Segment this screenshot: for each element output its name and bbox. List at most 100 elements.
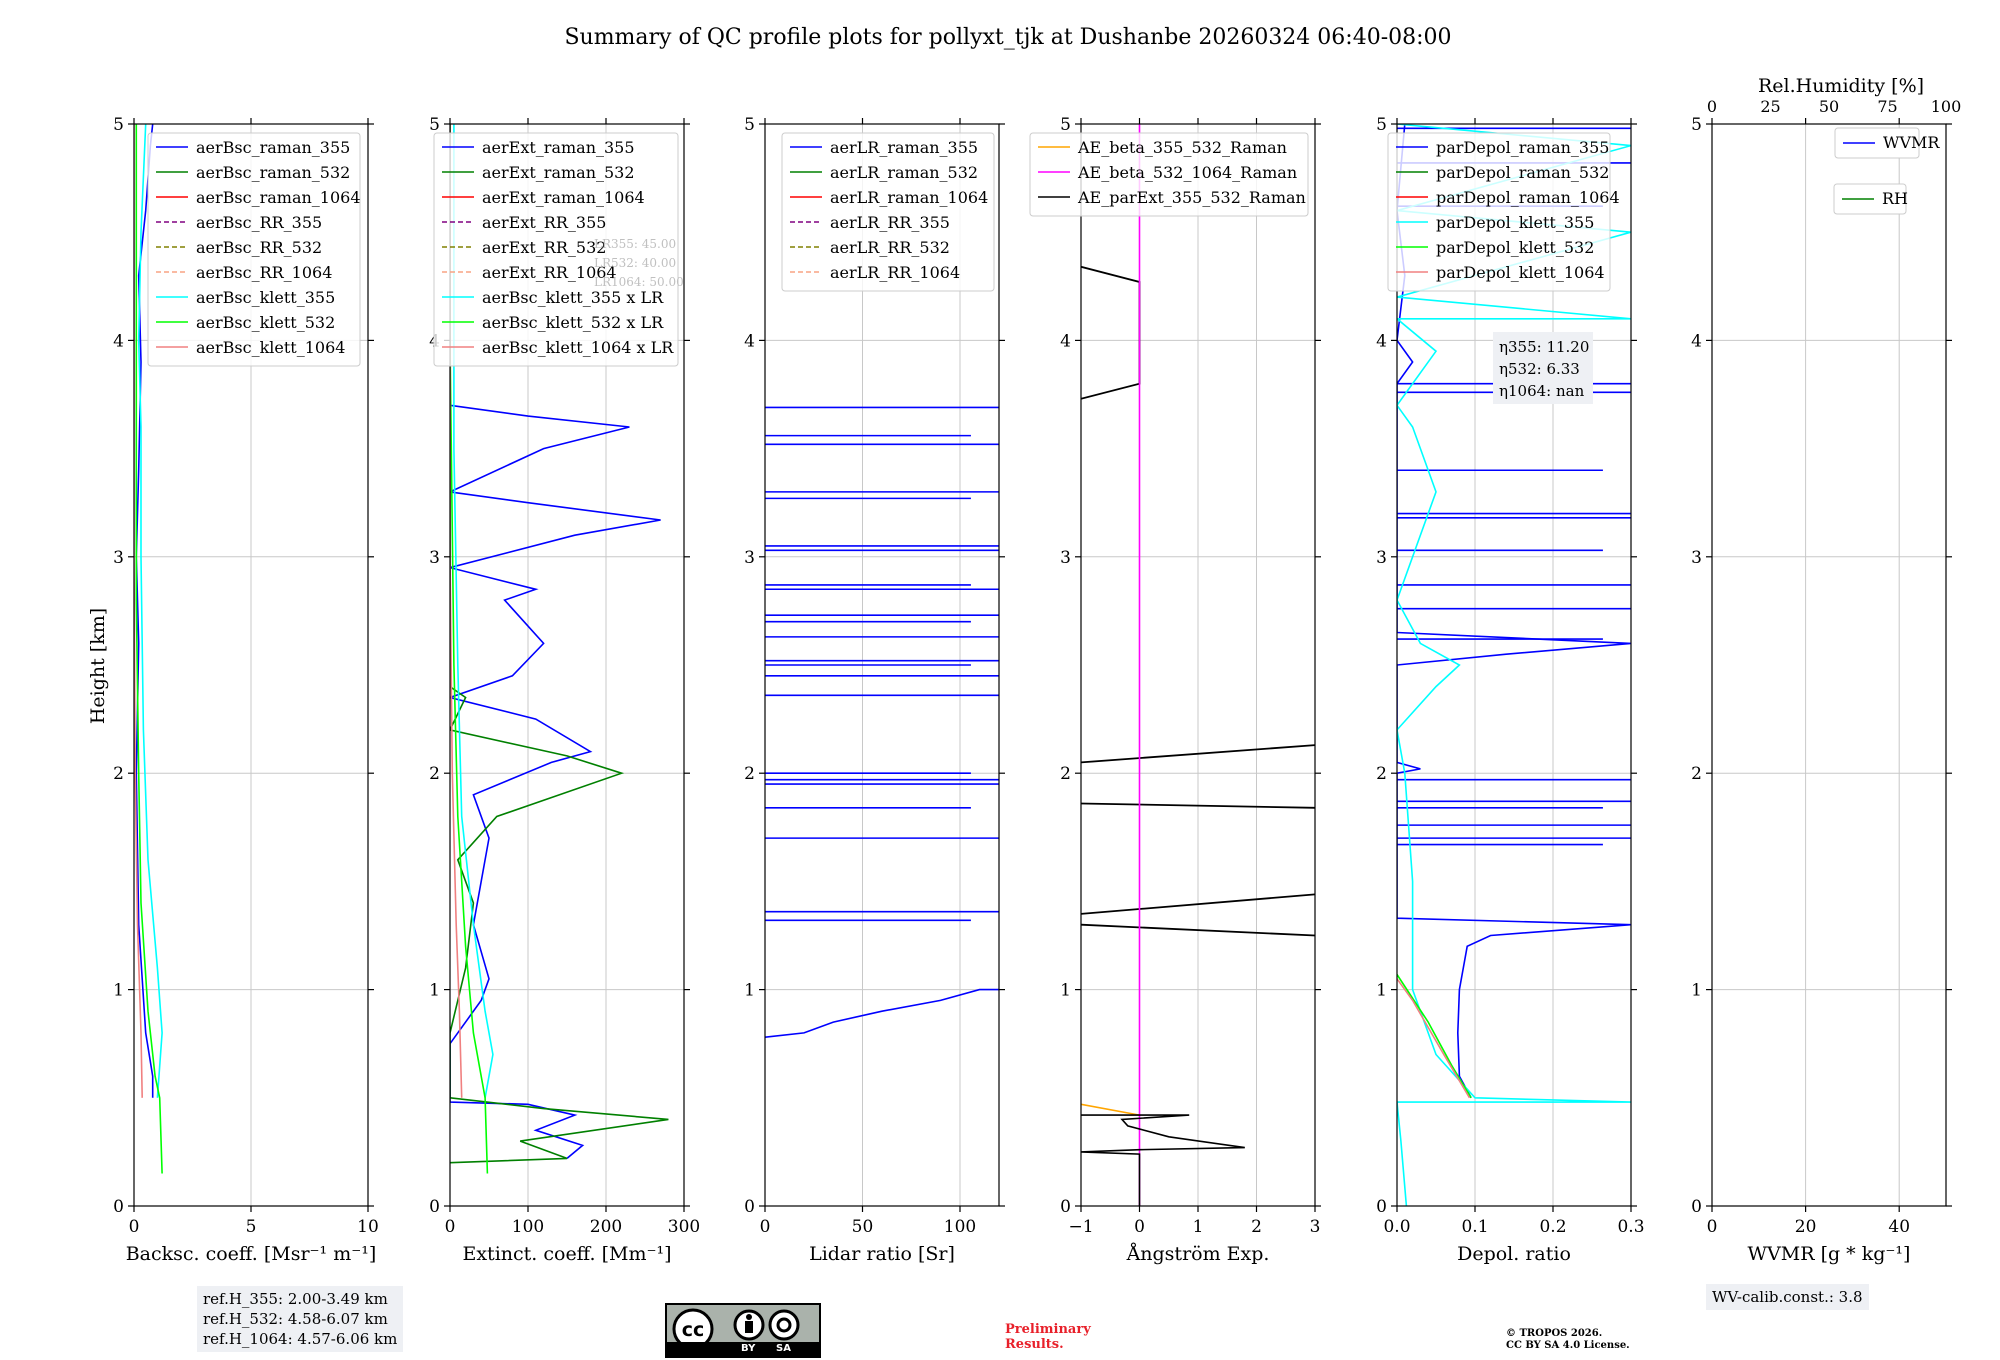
- y-tick-label: 1: [429, 981, 440, 1001]
- y-tick-label: 4: [1691, 331, 1702, 351]
- legend-entry-aerlr-rr-1064: aerLR_RR_1064: [830, 263, 960, 282]
- y-tick-label: 1: [1060, 981, 1071, 1001]
- by-person-body-icon: [745, 1321, 753, 1333]
- x-tick-label: 0: [445, 1217, 456, 1237]
- cc-sa-label: SA: [776, 1343, 791, 1354]
- y-tick-label: 2: [744, 764, 755, 784]
- x-axis-label: WVMR [g * kg⁻¹]: [1748, 1243, 1911, 1265]
- legend-entry-aerbsc-klett-532xlr: aerBsc_klett_532 x LR: [482, 313, 664, 332]
- y-tick-label: 5: [429, 115, 440, 135]
- legend-entry-pardepol-raman-532: parDepol_raman_532: [1436, 163, 1609, 182]
- legend-entry-aerlr-raman-532: aerLR_raman_532: [830, 163, 978, 182]
- legend-entry-ae-parext-355-532-raman: AE_parExt_355_532_Raman: [1077, 188, 1306, 207]
- legend-box: [781, 132, 995, 292]
- y-tick-label: 0: [744, 1197, 755, 1217]
- ref-height-box: ref.H_355: 2.00-3.49 km ref.H_532: 4.58-…: [197, 1286, 404, 1352]
- x-tick-label: 1: [1193, 1217, 1204, 1237]
- y-axis-label: Height [km]: [87, 608, 109, 724]
- preliminary-note: Preliminary Results.: [1005, 1322, 1091, 1352]
- copyright-line-1: © TROPOS 2026.: [1506, 1328, 1603, 1339]
- legend-entry-aerbsc-klett-355: aerBsc_klett_355: [196, 288, 335, 307]
- x-tick-label: 2: [1251, 1217, 1262, 1237]
- axes-frame: [1711, 123, 1947, 1207]
- x-tick-label: 0: [760, 1217, 771, 1237]
- cc-by-sa-badge: cc BY SA: [665, 1303, 821, 1358]
- legend-entry-aerlr-raman-1064: aerLR_raman_1064: [830, 188, 988, 207]
- cc-by-label: BY: [741, 1343, 756, 1354]
- legend-entry-ae-beta-532-1064-raman: AE_beta_532_1064_Raman: [1077, 163, 1297, 182]
- x-tick-label: 100: [944, 1217, 976, 1237]
- x-tick-label: 300: [668, 1217, 700, 1237]
- legend: AE_beta_355_532_Raman AE_beta_532_1064_Ra…: [1029, 132, 1309, 217]
- legend-entry-aerbsc-klett-355xlr: aerBsc_klett_355 x LR: [482, 288, 664, 307]
- legend-box: [147, 132, 361, 367]
- y-tick-label: 0: [429, 1197, 440, 1217]
- legend-entry-aerbsc-klett-532: aerBsc_klett_532: [196, 313, 335, 332]
- y-tick-label: 1: [1376, 981, 1387, 1001]
- y-tick-label: 5: [1376, 115, 1387, 135]
- y-tick-label: 3: [1691, 548, 1702, 568]
- top-x-tick-label: 0: [1707, 97, 1717, 116]
- y-tick-label: 4: [113, 331, 124, 351]
- x-tick-label: 0: [1707, 1217, 1718, 1237]
- eta-note-box: [1493, 332, 1593, 404]
- y-tick-label: 1: [744, 981, 755, 1001]
- y-tick-label: 5: [1691, 115, 1702, 135]
- y-tick-label: 3: [113, 548, 124, 568]
- y-tick-label: 0: [1691, 1197, 1702, 1217]
- series-line-aerbsc-klett-532: [135, 124, 163, 1174]
- legend-entry-aerbsc-klett-1064: aerBsc_klett_1064: [196, 338, 345, 357]
- legend-entry-aerlr-rr-532: aerLR_RR_532: [830, 238, 950, 257]
- x-axis-label: Ångström Exp.: [1126, 1243, 1270, 1265]
- figure-title: Summary of QC profile plots for pollyxt_…: [564, 25, 1451, 50]
- x-tick-label: 200: [590, 1217, 622, 1237]
- x-tick-label: 40: [1888, 1217, 1910, 1237]
- cc-circle-icon: [672, 1308, 714, 1345]
- y-tick-label: 2: [1060, 764, 1071, 784]
- wv-calib-text: WV-calib.const.: 3.8: [1712, 1288, 1863, 1306]
- x-tick-label: 10: [357, 1217, 379, 1237]
- y-tick-label: 2: [429, 764, 440, 784]
- y-tick-label: 4: [1060, 331, 1071, 351]
- x-axis-label: Depol. ratio: [1457, 1243, 1571, 1265]
- legend-entry-aerbsc-klett-1064xlr: aerBsc_klett_1064 x LR: [482, 338, 674, 357]
- y-tick-label: 3: [429, 548, 440, 568]
- copyright-note: © TROPOS 2026. CC BY SA 4.0 License.: [1506, 1328, 1630, 1352]
- subplot-5: 0.0 0.1 0.2 0.3 0 1 2 3 4 5 Depol. ratio parDepol_r…: [1376, 115, 1644, 1265]
- legend: aerBsc_raman_355 aerBsc_raman_532 aerBsc_r…: [147, 132, 361, 367]
- series-line-aerbsc-klett-355 x lr: [453, 124, 494, 1098]
- x-tick-label: 20: [1795, 1217, 1817, 1237]
- sa-circle-icon: [768, 1309, 800, 1341]
- subplot-2: 0100200300012345Extinct. coeff. [Mm⁻¹]ae…: [429, 115, 700, 1265]
- legend-entry-pardepol-raman-1064: parDepol_raman_1064: [1436, 188, 1620, 207]
- legend-entry-aerext-raman-532: aerExt_raman_532: [482, 163, 635, 182]
- top-x-tick-label: 75: [1877, 97, 1897, 116]
- series-line-aerbsc-klett-1064 x lr: [450, 124, 463, 1098]
- x-tick-label: 0.0: [1383, 1217, 1410, 1237]
- series-line-ae-beta-355-532-raman: [1081, 1103, 1140, 1116]
- legend-box: [1834, 127, 1920, 159]
- plot-area: [134, 124, 163, 1174]
- y-tick-label: 3: [1060, 548, 1071, 568]
- legend-entry-pardepol-raman-355: parDepol_raman_355: [1436, 138, 1609, 157]
- x-tick-label: −1: [1068, 1217, 1093, 1237]
- y-tick-label: 1: [113, 981, 124, 1001]
- x-axis-label: Extinct. coeff. [Mm⁻¹]: [462, 1243, 671, 1265]
- legend: aerLR_raman_355 aerLR_raman_532 aerLR_rama…: [781, 132, 995, 292]
- legend-entry-pardepol-klett-1064: parDepol_klett_1064: [1436, 263, 1605, 282]
- ref-height-532: ref.H_532: 4.58-6.07 km: [203, 1310, 388, 1328]
- y-tick-label: 2: [1691, 764, 1702, 784]
- x-tick-label: 5: [246, 1217, 257, 1237]
- y-tick-label: 0: [1060, 1197, 1071, 1217]
- lidar-ratio-note: LR1064: 50.00: [594, 275, 684, 289]
- legend-entry-aerext-rr-532: aerExt_RR_532: [482, 238, 606, 257]
- lidar-ratio-note: LR355: 45.00: [594, 237, 676, 251]
- y-tick-label: 4: [1376, 331, 1387, 351]
- ref-height-355: ref.H_355: 2.00-3.49 km: [203, 1290, 388, 1308]
- angstrom-arc-line: [1081, 744, 1315, 764]
- angstrom-arc-line: [1081, 923, 1315, 937]
- copyright-line-2: CC BY SA 4.0 License.: [1506, 1340, 1630, 1351]
- y-tick-label: 2: [1376, 764, 1387, 784]
- legend-entry-aerbsc-raman-355: aerBsc_raman_355: [196, 138, 350, 157]
